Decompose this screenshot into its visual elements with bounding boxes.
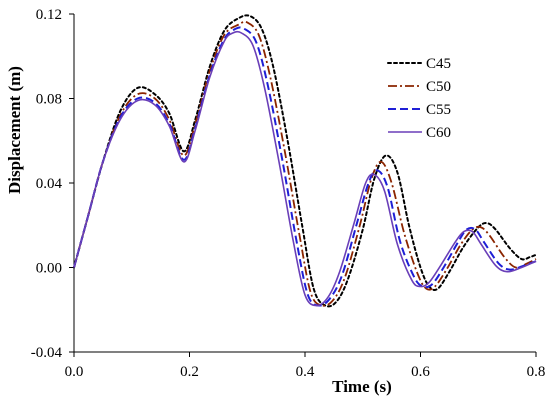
- x-tick-label: 0.4: [296, 364, 315, 380]
- series-line-c55: [73, 26, 537, 307]
- y-tick-label: 0.08: [36, 92, 62, 108]
- y-tick-label: 0.04: [36, 176, 63, 192]
- legend-label-c55: C55: [426, 102, 451, 118]
- axes: -0.04 0.00 0.04 0.08 0.12 0.0 0.2 0.4 0.6 0.8: [31, 7, 546, 380]
- x-tick-label: 0.2: [180, 364, 199, 380]
- x-axis-title: Time (s): [332, 377, 392, 396]
- y-tick-label: -0.04: [31, 345, 63, 361]
- legend-label-c45: C45: [426, 56, 451, 72]
- series-line-c45: [73, 14, 537, 308]
- legend: C45 C50 C55 C60: [387, 56, 451, 141]
- legend-label-c60: C60: [426, 125, 451, 141]
- legend-label-c50: C50: [426, 79, 451, 95]
- x-tick-label: 0.0: [65, 364, 84, 380]
- y-tick-label: 0.00: [36, 261, 62, 277]
- series-line-c50: [73, 20, 537, 307]
- x-tick-label: 0.6: [411, 364, 430, 380]
- x-tick-label: 0.8: [527, 364, 546, 380]
- y-tick-label: 0.12: [36, 7, 62, 23]
- series-line-c60: [73, 30, 537, 307]
- series-lines: [73, 14, 537, 308]
- y-axis-title: Displacement (m): [5, 66, 24, 194]
